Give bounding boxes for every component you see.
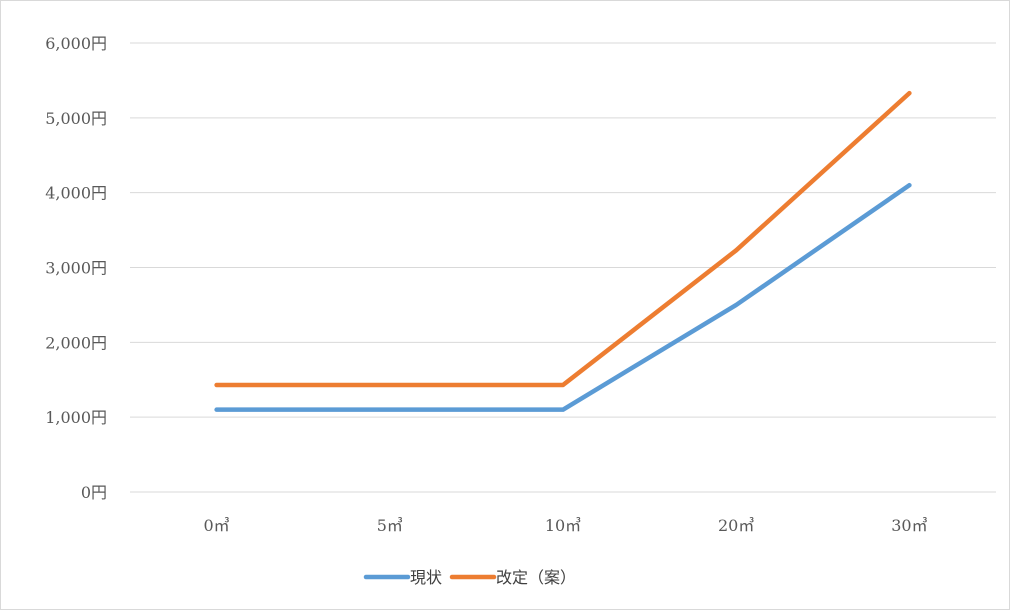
- legend-label-0: 現状: [410, 568, 442, 587]
- x-tick-label: 30㎥: [891, 516, 927, 535]
- series-line-0: [214, 182, 912, 412]
- x-axis-tick-labels: 0㎥ 5㎥ 10㎥ 20㎥ 30㎥: [204, 516, 928, 535]
- y-tick-label: 3,000円: [45, 259, 107, 278]
- x-tick-label: 5㎥: [377, 516, 403, 535]
- y-tick-label: 5,000円: [45, 109, 107, 128]
- legend: 現状 改定（案）: [363, 568, 576, 587]
- gridlines: [130, 42, 996, 493]
- x-tick-label: 20㎥: [718, 516, 754, 535]
- y-tick-label: 6,000円: [45, 34, 107, 53]
- y-tick-label: 2,000円: [45, 333, 107, 352]
- x-tick-label: 0㎥: [204, 516, 230, 535]
- series-lines: [214, 90, 912, 412]
- series-line-1: [214, 90, 912, 388]
- legend-label-1: 改定（案）: [496, 568, 576, 587]
- y-tick-label: 4,000円: [45, 184, 107, 203]
- x-tick-label: 10㎥: [545, 516, 581, 535]
- y-axis-tick-labels: 0円 1,000円 2,000円 3,000円 4,000円 5,000円 6,000円: [45, 34, 107, 502]
- y-tick-label: 0円: [81, 483, 107, 502]
- y-tick-label: 1,000円: [45, 408, 107, 427]
